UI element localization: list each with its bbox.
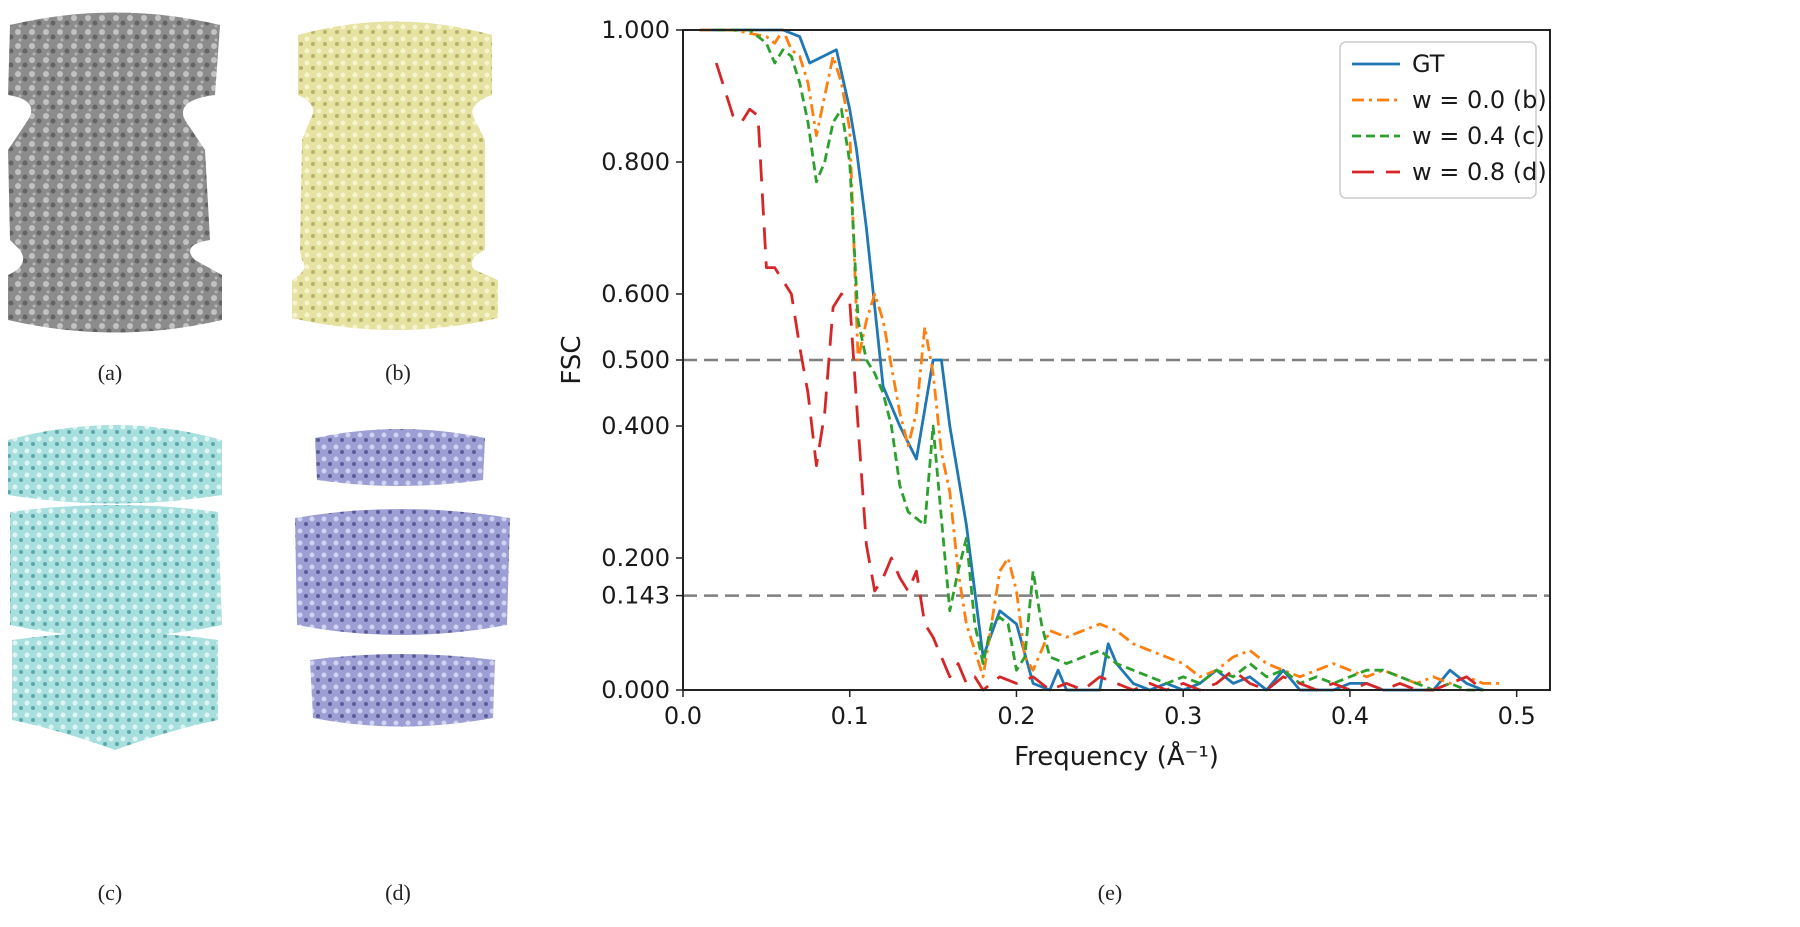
y-tick-label: 0.000	[601, 676, 670, 704]
y-tick-label: 0.143	[601, 582, 670, 610]
panel-label-e: (e)	[1097, 880, 1123, 905]
density-map-d	[295, 429, 510, 727]
y-tick-label: 1.000	[601, 16, 670, 44]
series-line-3	[714, 62, 1485, 692]
panel-label-b: (b)	[385, 360, 411, 385]
y-axis-label: FSC	[557, 335, 587, 384]
y-tick-label: 0.800	[601, 148, 670, 176]
x-tick-label: 0.3	[1164, 702, 1202, 730]
y-tick-label: 0.200	[601, 544, 670, 572]
y-tick-label: 0.500	[601, 346, 670, 374]
density-map-b	[292, 21, 498, 330]
x-tick-label: 0.0	[664, 702, 702, 730]
legend-entry: w = 0.4 (c)	[1412, 122, 1545, 150]
y-tick-label: 0.600	[601, 280, 670, 308]
legend-box	[1339, 41, 1537, 199]
reference-lines	[683, 358, 1550, 597]
panel-label-d: (d)	[385, 880, 411, 905]
legend: GT w = 0.0 (b) w = 0.4 (c) w = 0.8 (d)	[1339, 41, 1547, 199]
density-map-a	[8, 12, 222, 333]
x-tick-label: 0.5	[1498, 702, 1536, 730]
panel-label-a: (a)	[97, 360, 123, 385]
legend-entry: w = 0.0 (b)	[1412, 86, 1547, 114]
x-tick-label: 0.4	[1331, 702, 1369, 730]
panel-label-c: (c)	[97, 880, 123, 905]
x-tick-label: 0.1	[831, 702, 869, 730]
x-tick-label: 0.2	[997, 702, 1035, 730]
legend-entry: w = 0.8 (d)	[1412, 158, 1547, 186]
axis-ticks: 0.0 0.1 0.2 0.3 0.4 0.5 0.000 0.143 0.200 0.400 0.…	[601, 16, 1535, 730]
series-line-2	[716, 28, 1484, 692]
y-tick-label: 0.400	[601, 412, 670, 440]
density-map-c	[8, 425, 222, 750]
series-line-1	[699, 28, 1500, 685]
legend-entry: GT	[1412, 50, 1445, 78]
x-axis-label: Frequency (Å⁻¹)	[1014, 740, 1219, 772]
